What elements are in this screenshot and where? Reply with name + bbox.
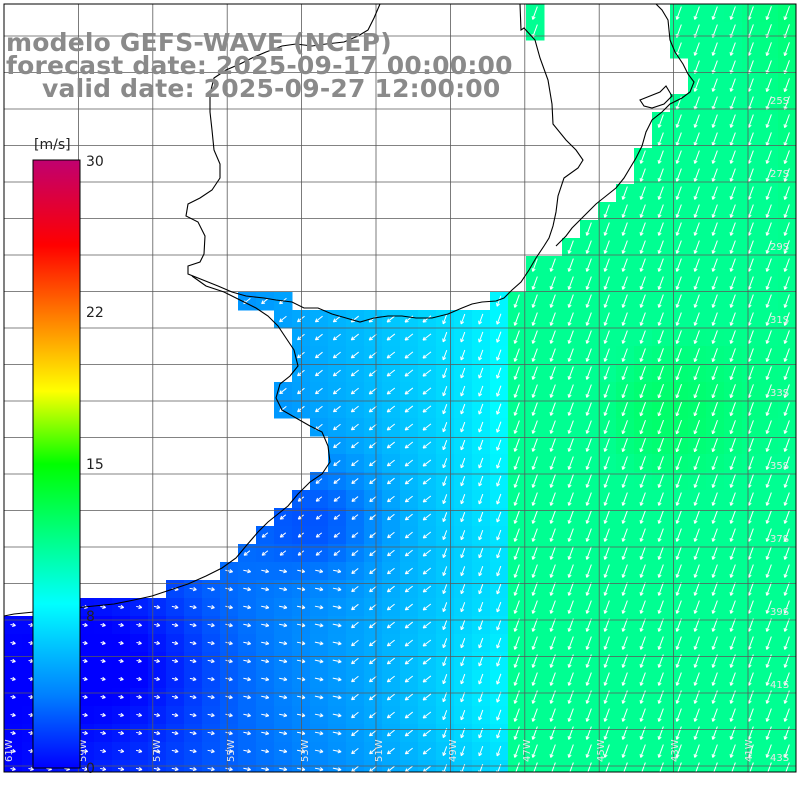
- latitude-label: 31S: [770, 315, 789, 326]
- longitude-label: 45W: [596, 739, 607, 762]
- longitude-label: 51W: [374, 739, 385, 762]
- colorbar-unit: [m/s]: [34, 137, 71, 153]
- latitude-label: 43S: [770, 753, 789, 764]
- colorbar-tick-30: 30: [86, 154, 104, 170]
- longitude-label: 55W: [226, 739, 237, 762]
- latitude-label: 33S: [770, 388, 789, 399]
- longitude-label: 53W: [300, 739, 311, 762]
- forecast-date: forecast date: 2025-09-17 00:00:00: [6, 51, 513, 80]
- longitude-label: 47W: [522, 739, 533, 762]
- latitude-label: 27S: [770, 169, 789, 180]
- model-title: modelo GEFS-WAVE (NCEP): [6, 28, 392, 57]
- coastline: [185, 3, 584, 323]
- coastline-north: [555, 3, 695, 247]
- colorbar-tick-0: 0: [86, 761, 95, 777]
- colorbar-tick-22: 22: [86, 305, 104, 321]
- latitude-label: 37S: [770, 534, 789, 545]
- longitude-label: 41W: [744, 739, 755, 762]
- colorbar-tick-8: 8: [86, 609, 95, 625]
- colorbar: [m/s] 30 22 15 8 0: [32, 137, 104, 777]
- latitude-label: 25S: [770, 96, 789, 107]
- longitude-label: 49W: [448, 739, 459, 762]
- map-frame: [3, 3, 797, 773]
- valid-date: valid date: 2025-09-27 12:00:00: [42, 74, 501, 103]
- longitude-label: 43W: [670, 739, 681, 762]
- longitude-label: 59W: [78, 739, 89, 762]
- coastline-estuary: [3, 275, 331, 617]
- latitude-label: 35S: [770, 461, 789, 472]
- longitude-label: 61W: [4, 739, 15, 762]
- latitude-label: 41S: [770, 680, 789, 691]
- lat-lon-grid: 25S27S29S31S33S35S37S39S41S43S45S61W59W5…: [3, 4, 796, 772]
- wind-arrows: [10, 6, 790, 772]
- longitude-label: 57W: [152, 739, 163, 762]
- colorbar-tick-15: 15: [86, 457, 104, 473]
- latitude-label: 39S: [770, 607, 789, 618]
- latitude-label: 29S: [770, 242, 789, 253]
